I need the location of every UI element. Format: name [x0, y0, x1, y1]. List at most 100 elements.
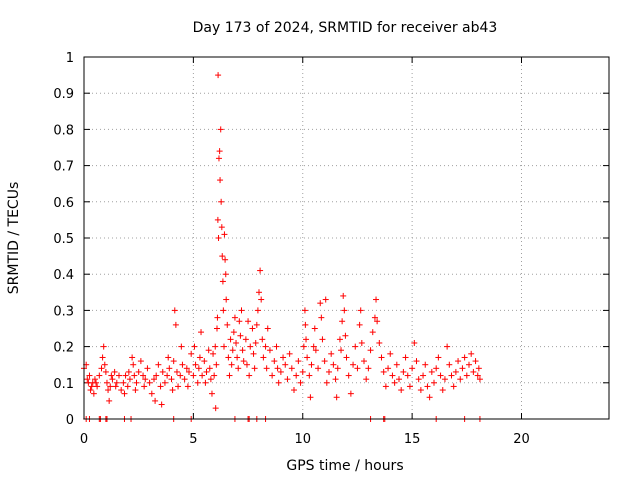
data-point: [459, 365, 466, 372]
data-point: [448, 372, 455, 379]
data-point: [307, 394, 314, 401]
data-point: [422, 361, 429, 368]
data-point: [385, 365, 392, 372]
data-point: [226, 372, 233, 379]
data-point: [216, 148, 223, 155]
data-point: [87, 387, 94, 394]
data-point: [263, 365, 270, 372]
data-point: [108, 372, 115, 379]
data-point: [215, 72, 222, 79]
data-point: [310, 343, 317, 350]
data-point: [247, 343, 254, 350]
data-point: [391, 379, 398, 386]
data-point: [301, 307, 308, 314]
data-point: [291, 387, 297, 394]
data-point: [455, 358, 462, 365]
data-point: [308, 361, 315, 368]
data-point: [142, 376, 149, 383]
data-point: [225, 354, 232, 361]
data-point: [260, 354, 267, 361]
data-point: [371, 314, 378, 321]
data-point: [230, 329, 237, 336]
data-point: [345, 372, 352, 379]
data-point: [118, 387, 125, 394]
data-point: [215, 235, 222, 241]
data-point: [437, 372, 444, 379]
x-axis-label: GPS time / hours: [286, 458, 403, 474]
data-point: [317, 300, 324, 307]
data-point: [237, 332, 244, 339]
data-point: [221, 231, 228, 238]
data-point: [470, 368, 477, 375]
data-point: [219, 278, 226, 285]
data-point: [120, 379, 127, 386]
data-point: [207, 376, 214, 383]
data-point: [256, 289, 262, 296]
data-point: [342, 332, 349, 339]
data-point: [227, 336, 234, 343]
data-point: [341, 307, 348, 314]
data-point: [198, 329, 205, 336]
data-point: [220, 307, 227, 314]
data-point: [116, 372, 122, 379]
data-point: [380, 368, 387, 375]
data-point: [137, 358, 144, 365]
data-point: [218, 198, 225, 205]
data-point: [280, 354, 287, 361]
data-point: [426, 394, 433, 401]
data-point: [245, 318, 252, 325]
data-point: [101, 361, 108, 368]
data-point: [111, 368, 118, 375]
data-point: [211, 372, 218, 379]
data-point: [165, 354, 172, 361]
data-point: [475, 365, 482, 372]
data-point: [183, 365, 190, 372]
data-point: [411, 339, 418, 346]
data-point: [105, 387, 112, 394]
data-point: [205, 347, 212, 354]
data-point: [340, 292, 347, 299]
data-point: [358, 339, 365, 346]
data-point: [208, 390, 215, 397]
data-point: [249, 325, 256, 332]
data-point: [457, 376, 464, 383]
data-point: [181, 376, 188, 383]
data-point: [196, 354, 203, 361]
data-point: [221, 343, 227, 350]
data-point: [253, 321, 260, 328]
x-tick-label: 0: [80, 432, 88, 447]
y-tick-label: 1: [66, 51, 74, 66]
data-point: [153, 372, 160, 379]
data-point: [155, 361, 162, 368]
data-point: [266, 347, 273, 354]
x-axis-ticks: 0 5 10 15 20: [80, 57, 530, 447]
data-point: [217, 177, 224, 184]
data-point: [304, 354, 311, 361]
data-point: [299, 368, 306, 375]
data-point: [435, 354, 442, 361]
data-point: [396, 376, 402, 383]
data-point: [476, 376, 483, 383]
data-point: [126, 376, 133, 383]
data-point: [144, 365, 151, 372]
data-point: [334, 365, 341, 372]
data-point: [409, 365, 416, 372]
y-tick-label: 0.3: [53, 304, 74, 319]
y-tick-label: 0.1: [53, 377, 74, 392]
data-point: [229, 347, 236, 354]
data-point: [243, 361, 250, 368]
data-point: [212, 343, 219, 350]
data-point: [224, 321, 231, 328]
data-point: [461, 354, 468, 361]
data-point: [195, 365, 202, 372]
data-point: [424, 383, 431, 390]
data-point: [203, 368, 210, 375]
data-point: [404, 372, 411, 379]
data-point: [109, 376, 116, 383]
data-point: [413, 358, 420, 365]
data-point: [223, 296, 230, 303]
data-point: [166, 365, 173, 372]
data-point: [219, 253, 226, 260]
data-point: [151, 376, 157, 383]
data-point: [369, 329, 376, 336]
